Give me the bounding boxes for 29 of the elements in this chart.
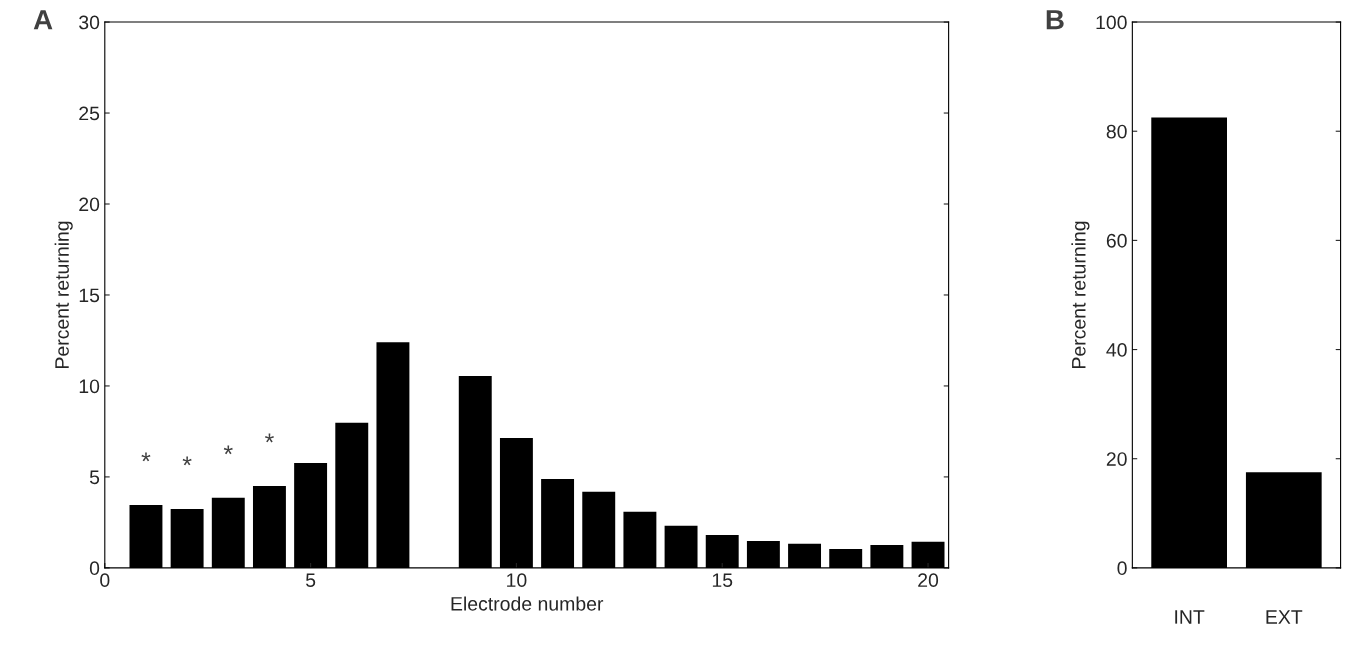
x-tick-label: 20 — [918, 573, 939, 588]
y-tick-label: 0 — [1117, 561, 1127, 576]
y-tick-label: 20 — [79, 197, 100, 212]
x-axis-title: Electrode number — [451, 596, 604, 611]
annotation: * — [223, 445, 233, 455]
annotation: * — [141, 452, 151, 462]
y-tick-label: 80 — [1106, 124, 1127, 139]
x-tick-label: 10 — [507, 573, 527, 588]
y-tick-label: 10 — [79, 379, 100, 394]
annotation: * — [264, 433, 274, 443]
y-tick-label: 100 — [1096, 15, 1127, 30]
y-tick-label: 15 — [79, 288, 100, 303]
y-tick-label: 5 — [89, 470, 100, 485]
chart-title: A — [33, 10, 53, 30]
y-tick-label: 30 — [79, 15, 100, 30]
x-tick-label: 5 — [305, 573, 316, 588]
x-tick-label: 0 — [100, 573, 110, 588]
y-tick-label: 25 — [79, 106, 100, 121]
y-axis-title: Percent returning — [54, 221, 73, 368]
x-tick-label: INT — [1175, 610, 1205, 624]
chart-title: B — [1046, 10, 1064, 30]
x-tick-label: 15 — [712, 573, 733, 588]
y-tick-label: 60 — [1106, 233, 1127, 248]
x-tick-label: EXT — [1266, 610, 1303, 624]
y-tick-label: 20 — [1106, 452, 1127, 466]
annotation: * — [182, 456, 192, 466]
y-axis-title: Percent returning — [1071, 221, 1090, 368]
y-tick-label: 40 — [1106, 343, 1127, 357]
y-tick-label: 0 — [89, 561, 100, 576]
